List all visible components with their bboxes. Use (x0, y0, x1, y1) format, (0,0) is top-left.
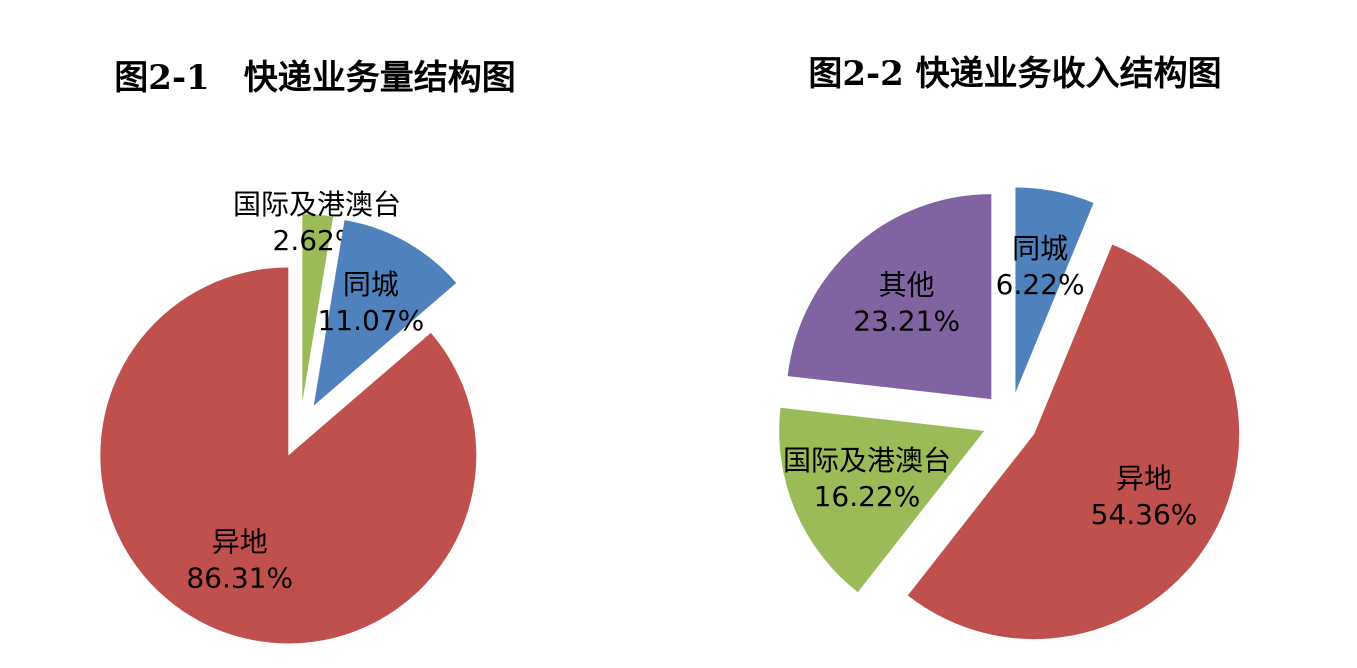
pie-slice (787, 194, 992, 400)
slice-label: 同城 (343, 268, 399, 301)
slice-label: 国际及港澳台 (233, 188, 401, 221)
value-label: 54.36% (1091, 498, 1198, 531)
slice-label: 异地 (1116, 462, 1172, 495)
value-label: 11.07% (317, 304, 424, 337)
pie-slice (907, 244, 1240, 640)
slice-label: 其他 (879, 268, 935, 301)
slice-label: 国际及港澳台 (783, 444, 951, 477)
value-label: 6.22% (996, 268, 1085, 301)
chart-title: 图2-1 快递业务量结构图 (114, 58, 515, 98)
pie-slice (313, 220, 457, 406)
chart-title: 图2-2 快递业务收入结构图 (808, 54, 1221, 94)
value-label: 86.31% (186, 561, 293, 594)
slice-label: 同城 (1012, 232, 1068, 265)
pie-slice (779, 407, 985, 593)
value-label: 16.22% (814, 480, 921, 513)
pie-slice (302, 214, 334, 403)
value-label: 23.21% (853, 304, 960, 337)
pie-slice (1015, 187, 1094, 393)
slice-label: 异地 (212, 525, 268, 558)
pie-slice (100, 267, 477, 644)
